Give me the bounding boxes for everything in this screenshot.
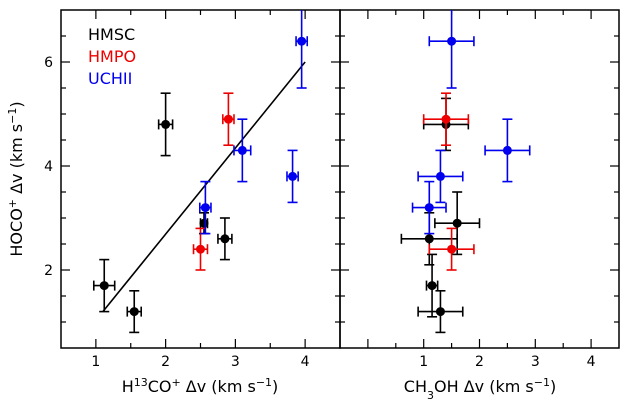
data-point bbox=[157, 92, 174, 157]
x-tick-label: 3 bbox=[231, 354, 240, 370]
data-point bbox=[411, 180, 447, 235]
data-point bbox=[425, 253, 439, 318]
x-tick-label: 4 bbox=[301, 354, 310, 370]
data-point bbox=[233, 118, 252, 183]
x-tick-label: 2 bbox=[161, 354, 170, 370]
data-points bbox=[400, 10, 531, 334]
data-point bbox=[199, 180, 212, 235]
point-marker bbox=[447, 244, 457, 254]
point-marker bbox=[424, 203, 434, 213]
data-point bbox=[417, 289, 464, 334]
point-marker bbox=[435, 171, 445, 181]
data-point bbox=[428, 227, 475, 271]
point-marker bbox=[297, 36, 307, 46]
series-hmsc bbox=[92, 92, 233, 334]
data-point bbox=[417, 149, 464, 204]
legend-entry-uchii: UCHII bbox=[88, 69, 132, 88]
series-hmpo bbox=[422, 92, 475, 271]
data-point bbox=[198, 212, 209, 235]
series-hmsc bbox=[400, 97, 481, 334]
x-tick-label: 2 bbox=[475, 354, 484, 370]
point-marker bbox=[161, 119, 171, 129]
legend-entry-hmsc: HMSC bbox=[88, 25, 135, 44]
plot-frame bbox=[339, 9, 620, 349]
point-marker bbox=[196, 244, 205, 254]
point-marker bbox=[199, 218, 209, 228]
point-marker bbox=[424, 234, 434, 244]
y-tick-label: 4 bbox=[44, 159, 53, 175]
point-marker bbox=[502, 145, 512, 155]
point-marker bbox=[223, 114, 233, 124]
y-axis-label: HOCO+ Δv (km s−1) bbox=[6, 101, 27, 256]
fit-line bbox=[102, 61, 306, 313]
point-marker bbox=[447, 36, 457, 46]
axis-labels: H13CO+ Δv (km s−1) CH3OH Δv (km s−1) HOCO+… bbox=[6, 101, 557, 401]
series-uchii bbox=[199, 10, 309, 235]
x-tick-label: 1 bbox=[419, 354, 428, 370]
y-tick-label: 2 bbox=[44, 263, 53, 279]
point-marker bbox=[220, 234, 230, 244]
data-point bbox=[484, 118, 531, 183]
left-panel: 1 2 3 4 2 4 6 bbox=[44, 9, 341, 370]
point-marker bbox=[200, 203, 210, 213]
point-marker bbox=[452, 218, 462, 228]
data-points bbox=[92, 10, 309, 334]
x-tick-label: 1 bbox=[91, 354, 100, 370]
point-marker bbox=[427, 281, 437, 291]
series-uchii bbox=[411, 10, 531, 235]
point-marker bbox=[288, 171, 298, 181]
legend: HMSC HMPO UCHII bbox=[88, 25, 136, 88]
point-marker bbox=[99, 281, 109, 291]
point-marker bbox=[441, 114, 451, 124]
data-point bbox=[286, 149, 299, 204]
point-marker bbox=[129, 307, 139, 317]
y-tick-label: 6 bbox=[44, 55, 53, 71]
data-point bbox=[217, 217, 233, 261]
legend-entry-hmpo: HMPO bbox=[88, 47, 136, 66]
point-marker bbox=[237, 145, 247, 155]
data-point bbox=[434, 191, 481, 256]
data-point bbox=[222, 92, 235, 146]
right-panel: 1 2 3 4 bbox=[339, 9, 620, 370]
x-axis-label-right: CH3OH Δv (km s−1) bbox=[404, 376, 556, 402]
x-tick-label: 4 bbox=[587, 354, 596, 370]
point-marker bbox=[435, 307, 445, 317]
series-hmpo bbox=[192, 92, 235, 271]
x-axis-label-left: H13CO+ Δv (km s−1) bbox=[122, 376, 279, 397]
data-point bbox=[428, 10, 475, 89]
data-point bbox=[422, 92, 470, 146]
data-point bbox=[126, 289, 143, 334]
x-tick-label: 3 bbox=[531, 354, 540, 370]
data-point bbox=[192, 227, 209, 271]
data-point bbox=[92, 258, 116, 313]
data-point bbox=[295, 10, 309, 89]
